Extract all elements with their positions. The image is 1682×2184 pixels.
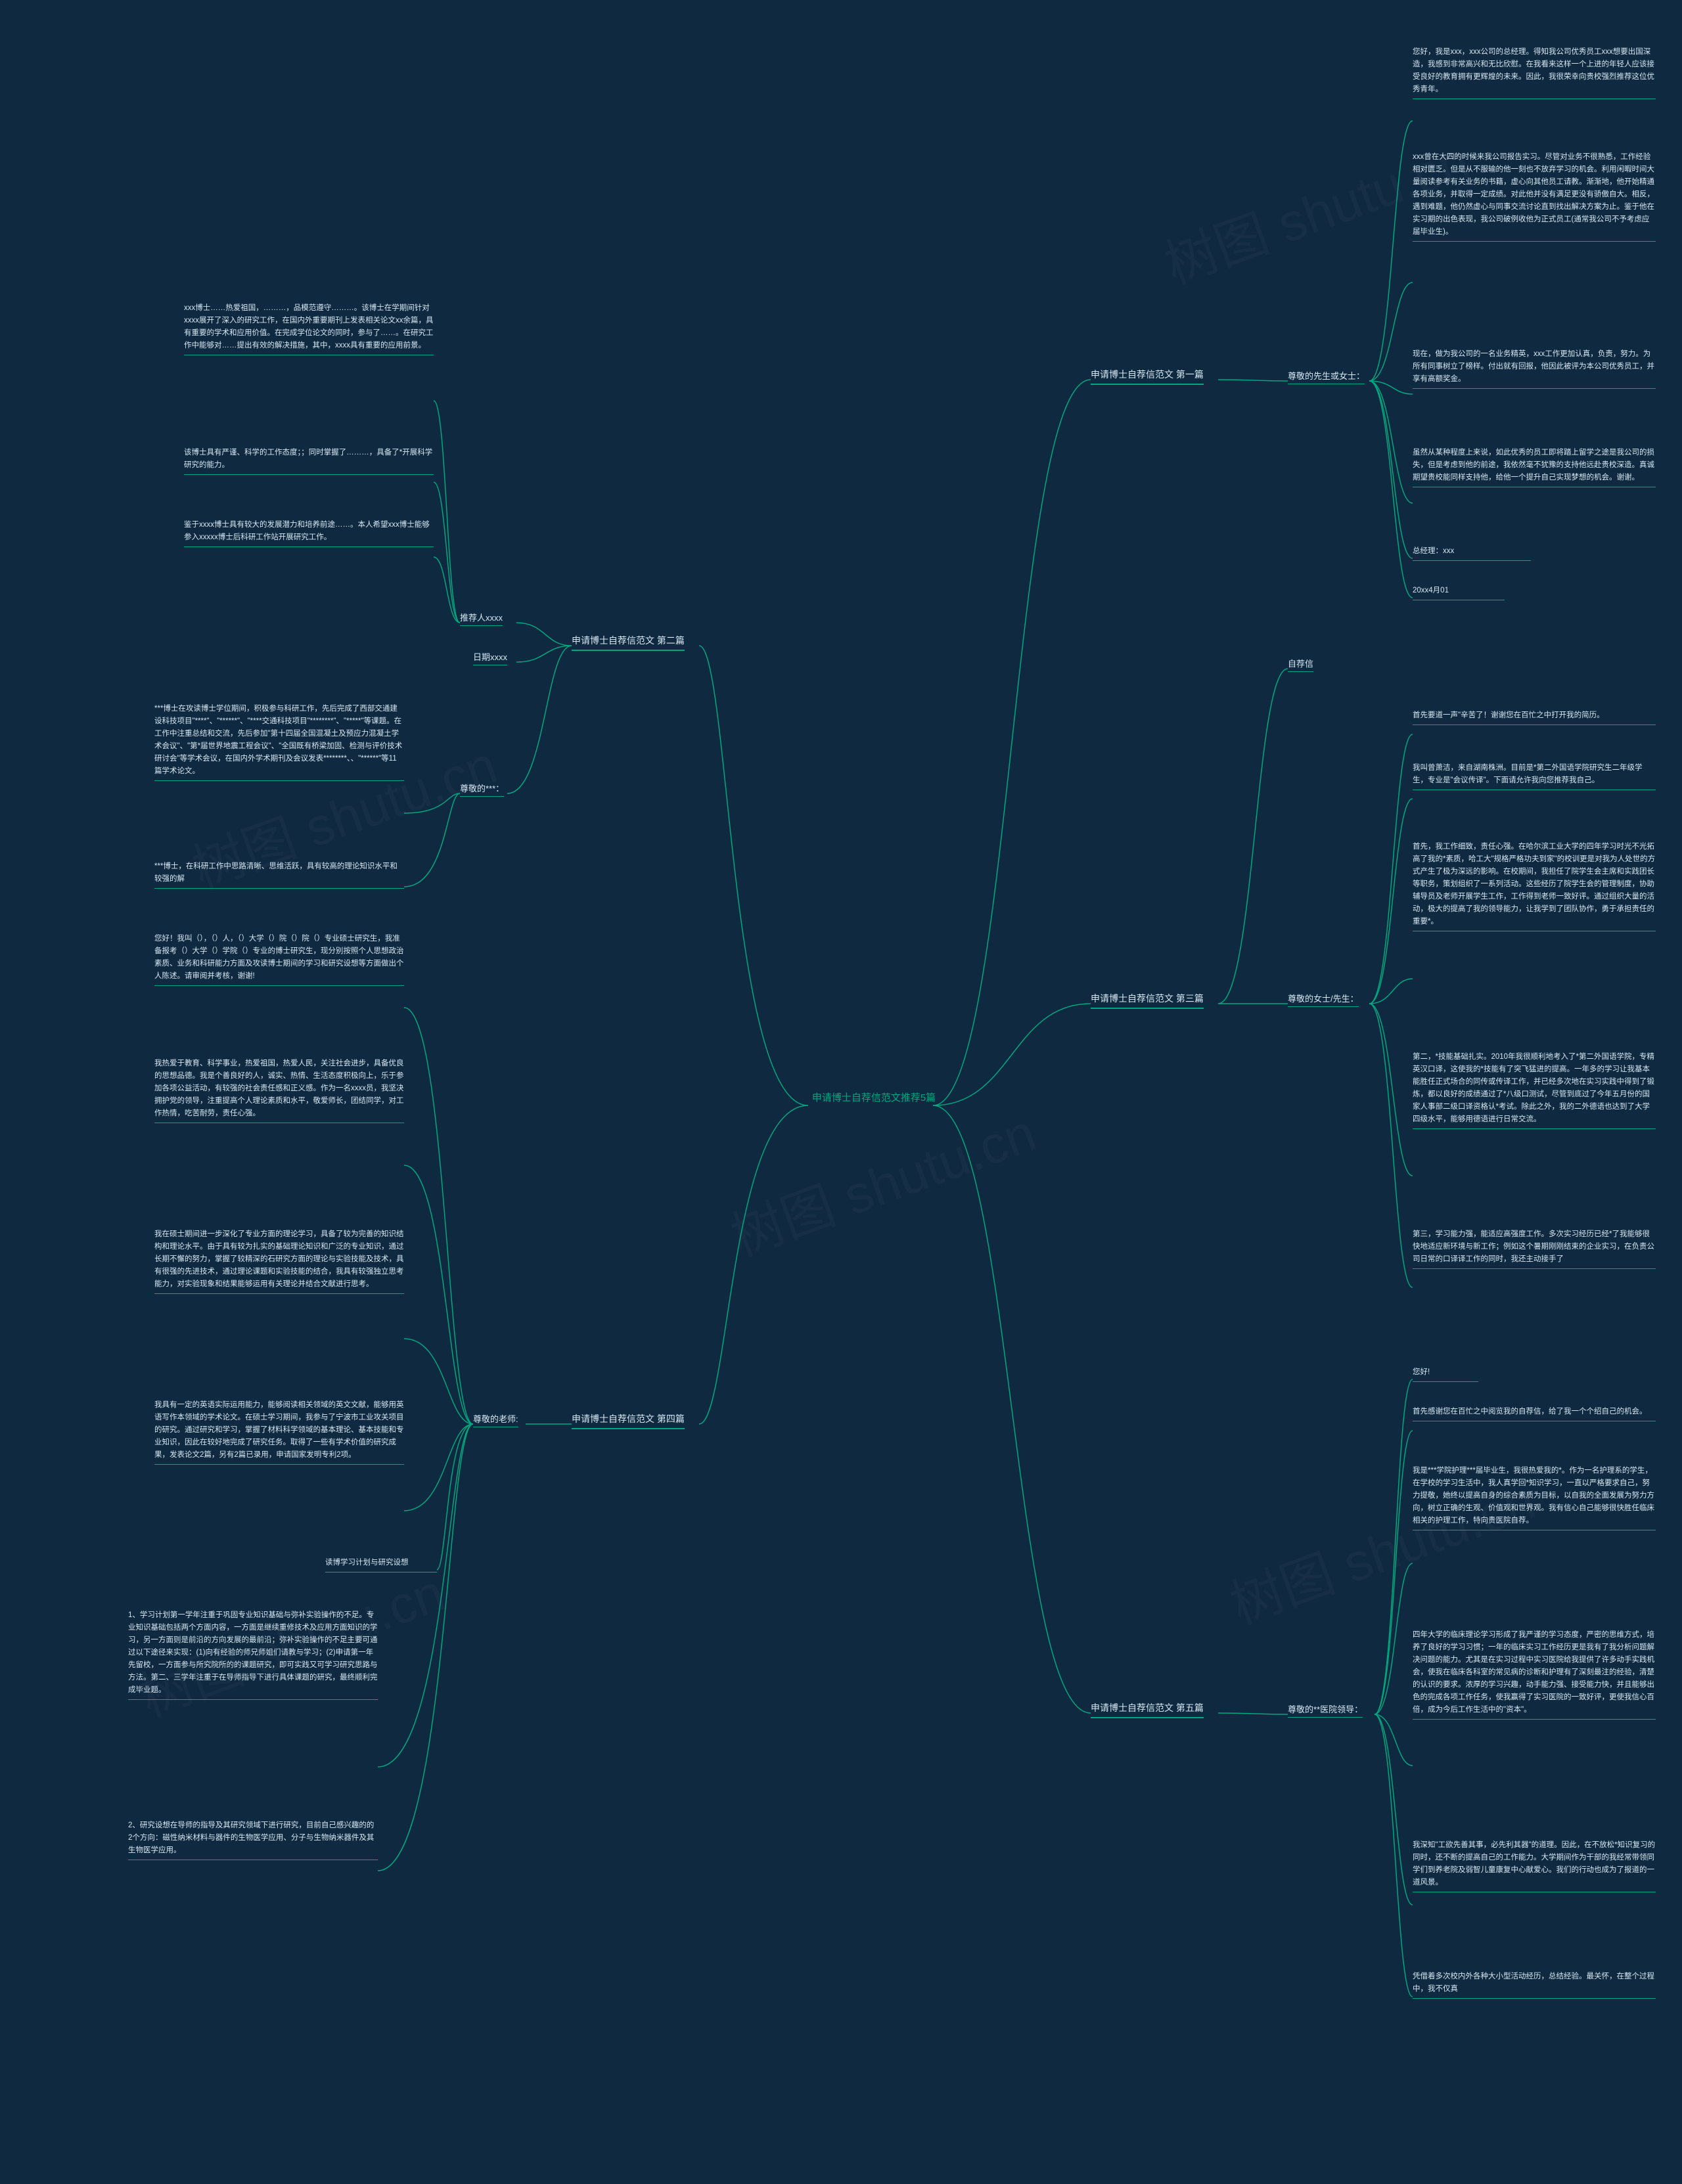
leaf-node: 总经理：xxx bbox=[1413, 545, 1531, 561]
watermark: 树图 shutu.cn bbox=[719, 1091, 1045, 1272]
leaf-node: 第二，*技能基础扎实。2010年我很顺利地考入了*第二外国语学院，专精英汉口译，… bbox=[1413, 1051, 1656, 1129]
leaf-node: xxx曾在大四的时候来我公司报告实习。尽管对业务不很熟悉，工作经验相对匮乏。但是… bbox=[1413, 151, 1656, 242]
leaf-node: 您好，我是xxx，xxx公司的总经理。得知我公司优秀员工xxx想要出国深造，我感… bbox=[1413, 46, 1656, 99]
branch-5: 申请博士自荐信范文 第五篇 bbox=[1091, 1701, 1204, 1718]
branch-3-sub-1: 尊敬的女士/先生： bbox=[1288, 992, 1359, 1007]
branch-4-sub: 尊敬的老师: bbox=[473, 1412, 518, 1427]
branch-1: 申请博士自荐信范文 第一篇 bbox=[1091, 368, 1204, 385]
leaf-node: ***博士，在科研工作中思路清晰、思维活跃，具有较高的理论知识水平和较强的解 bbox=[154, 860, 404, 889]
leaf-node: 首先，我工作细致，责任心强。在哈尔滨工业大学的四年学习时光不光拓高了我的*素质，… bbox=[1413, 841, 1656, 931]
leaf-node: 我热爱于教育、科学事业，热爱祖国，热爱人民，关注社会进步，具备优良的思想品德。我… bbox=[154, 1058, 404, 1123]
leaf-node: 读博学习计划与研究设想 bbox=[325, 1557, 437, 1572]
leaf-node: 虽然从某种程度上来说，如此优秀的员工即将踏上留学之途是我公司的损失，但是考虑到他… bbox=[1413, 447, 1656, 487]
leaf-node: 凭借着多次校内外各种大小型活动经历，总结经验。最关怀，在整个过程中，我不仅真 bbox=[1413, 1971, 1656, 1999]
branch-1-sub: 尊敬的先生或女士： bbox=[1288, 369, 1365, 384]
leaf-node: 1、学习计划第一学年注重于巩固专业知识基础与弥补实验操作的不足。专业知识基础包括… bbox=[128, 1609, 378, 1700]
leaf-node: 2、研究设想在导师的指导及其研究领域下进行研究，目前自己感兴趣的的2个方向：磁性… bbox=[128, 1819, 378, 1860]
leaf-node: 首先感谢您在百忙之中阅览我的自荐信，给了我一个个绍自己的机会。 bbox=[1413, 1406, 1656, 1421]
leaf-node: 鉴于xxxx博士具有较大的发展潜力和培养前途……。本人希望xxx博士能够参入xx… bbox=[184, 519, 434, 547]
leaf-node: 四年大学的临床理论学习形成了我严谨的学习态度，严密的思维方式，培养了良好的学习习… bbox=[1413, 1629, 1656, 1720]
branch-2-sub-1: 日期xxxx bbox=[473, 650, 507, 665]
leaf-node: ***博士在攻读博士学位期间，积极参与科研工作，先后完成了西部交通建设科技项目"… bbox=[154, 703, 404, 781]
leaf-node: 20xx4月01 bbox=[1413, 585, 1505, 600]
leaf-node: 我在硕士期间进一步深化了专业方面的理论学习，具备了较为完善的知识结构和理论水平。… bbox=[154, 1228, 404, 1294]
leaf-node: 我叫曾萧洁，来自湖南株洲。目前是*第二外国语学院研究生二年级学生，专业是"会议传… bbox=[1413, 762, 1656, 790]
leaf-node: 该博士具有严谨、科学的工作态度；；同时掌握了………，具备了*开展科学研究的能力。 bbox=[184, 447, 434, 475]
branch-2: 申请博士自荐信范文 第二篇 bbox=[572, 634, 685, 651]
leaf-node: 现在，做为我公司的一名业务精英，xxx工作更加认真，负责，努力。为所有同事树立了… bbox=[1413, 348, 1656, 389]
branch-2-sub-2: 尊敬的***： bbox=[460, 782, 504, 797]
leaf-node: 您好！我叫（），（）人，（）大学（）院（）院（）专业硕士研究生，我准备报考（）大… bbox=[154, 933, 404, 986]
leaf-node: 第三，学习能力强，能适应高强度工作。多次实习经历已经*了我能够很快地适应新环境与… bbox=[1413, 1228, 1656, 1269]
branch-3-sub-0: 自荐信 bbox=[1288, 657, 1313, 672]
center-node: 申请博士自荐信范文推荐5篇 bbox=[808, 1090, 940, 1106]
leaf-node: 我深知"工欲先善其事，必先利其器"的道理。因此，在不放松*知识复习的同时，还不断… bbox=[1413, 1839, 1656, 1892]
branch-2-sub-0: 推荐人xxxx bbox=[460, 611, 503, 626]
leaf-node: 您好! bbox=[1413, 1366, 1478, 1382]
branch-3: 申请博士自荐信范文 第三篇 bbox=[1091, 992, 1204, 1009]
leaf-node: 首先要道一声"辛苦了！谢谢您在百忙之中打开我的简历。 bbox=[1413, 709, 1656, 725]
leaf-node: xxx博士……热爱祖国，………，品模范遵守………。该博士在学期间针对xxxx展开… bbox=[184, 302, 434, 355]
branch-5-sub: 尊敬的**医院领导： bbox=[1288, 1703, 1363, 1718]
branch-4: 申请博士自荐信范文 第四篇 bbox=[572, 1412, 685, 1429]
leaf-node: 我具有一定的英语实际运用能力，能够阅读相关领域的英文文献，能够用英语写作本领域的… bbox=[154, 1399, 404, 1465]
leaf-node: 我是***学院护理***届毕业生，我很热爱我的*。作为一名护理系的学生，在学校的… bbox=[1413, 1465, 1656, 1530]
